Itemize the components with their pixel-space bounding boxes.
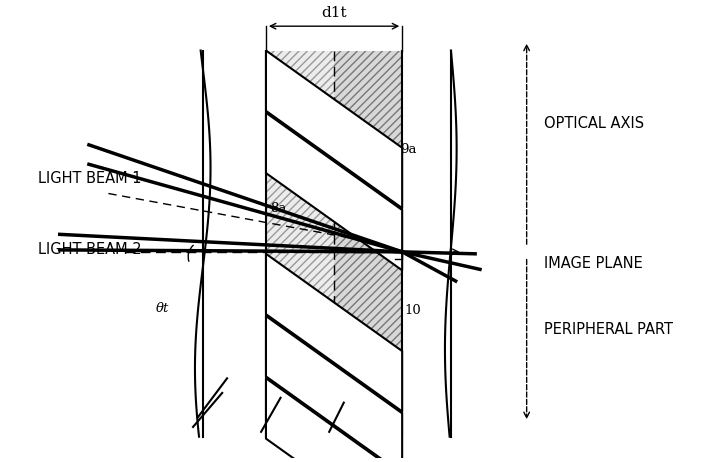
- Text: LIGHT BEAM 2: LIGHT BEAM 2: [39, 243, 142, 257]
- Polygon shape: [266, 316, 402, 462]
- Text: OPTICAL AXIS: OPTICAL AXIS: [544, 116, 644, 131]
- Text: d1t: d1t: [322, 6, 347, 20]
- Bar: [334, 50, 402, 437]
- Text: IMAGE PLANE: IMAGE PLANE: [544, 256, 643, 271]
- Text: PERIPHERAL PART: PERIPHERAL PART: [544, 322, 673, 337]
- Text: 10: 10: [404, 304, 421, 317]
- Text: 8a: 8a: [270, 201, 286, 214]
- Polygon shape: [266, 50, 402, 208]
- Polygon shape: [266, 378, 402, 462]
- Polygon shape: [266, 113, 402, 270]
- Polygon shape: [266, 254, 402, 411]
- Bar: [266, 50, 334, 437]
- Text: 9a: 9a: [400, 143, 417, 156]
- Text: θt: θt: [156, 302, 169, 315]
- Text: LIGHT BEAM 1: LIGHT BEAM 1: [39, 171, 142, 186]
